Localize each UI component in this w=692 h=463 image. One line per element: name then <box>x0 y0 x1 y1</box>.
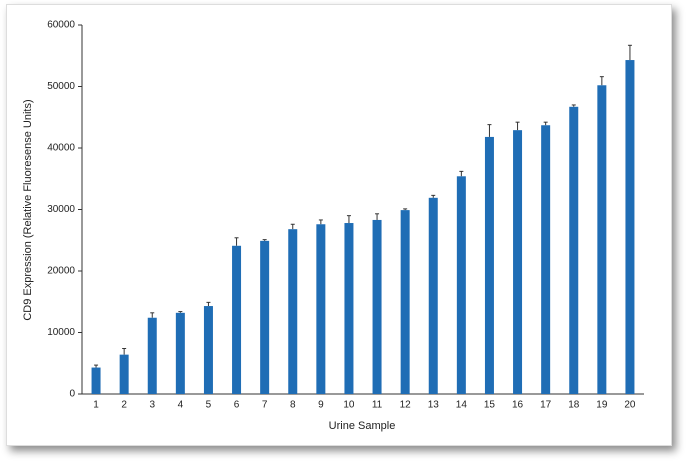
x-tick-label: 19 <box>596 400 608 411</box>
bar <box>119 354 129 394</box>
bar <box>513 130 523 395</box>
x-tick-label: 7 <box>262 400 268 411</box>
x-tick-label: 12 <box>400 400 412 411</box>
x-tick-label: 2 <box>121 400 127 411</box>
x-tick-label: 20 <box>624 400 636 411</box>
x-tick-label: 6 <box>234 400 240 411</box>
x-tick-label: 18 <box>568 400 580 411</box>
y-tick-label: 0 <box>69 389 75 400</box>
bar <box>484 136 494 394</box>
bar <box>625 60 635 395</box>
y-tick-label: 40000 <box>47 143 75 154</box>
bar <box>232 245 242 394</box>
x-tick-label: 15 <box>484 400 496 411</box>
x-tick-label: 13 <box>428 400 440 411</box>
x-tick-label: 3 <box>149 400 155 411</box>
bar <box>597 85 607 395</box>
x-tick-label: 9 <box>318 400 324 411</box>
x-tick-label: 17 <box>540 400 552 411</box>
x-tick-label: 5 <box>206 400 212 411</box>
y-tick-label: 60000 <box>47 20 75 31</box>
bar <box>260 240 270 394</box>
y-axis-label: CD9 Expression (Relative Fluoresense Uni… <box>22 99 34 320</box>
bar <box>428 197 438 394</box>
bar <box>288 229 298 394</box>
bar <box>175 312 185 394</box>
bar <box>316 224 326 394</box>
x-tick-label: 8 <box>290 400 296 411</box>
y-tick-label: 50000 <box>47 81 75 92</box>
bar <box>541 125 551 395</box>
y-tick-label: 20000 <box>47 266 75 277</box>
bar <box>372 219 382 394</box>
bar <box>344 223 354 394</box>
bar <box>569 106 579 395</box>
y-tick-label: 30000 <box>47 204 75 215</box>
bar <box>400 210 410 394</box>
bar <box>91 367 101 394</box>
x-tick-label: 1 <box>93 400 99 411</box>
x-tick-label: 11 <box>372 400 383 411</box>
y-tick-label: 10000 <box>47 327 75 338</box>
bar <box>147 317 157 394</box>
x-tick-label: 14 <box>456 400 468 411</box>
x-axis-label: Urine Sample <box>329 420 396 432</box>
x-tick-label: 10 <box>343 400 355 411</box>
x-tick-label: 4 <box>178 400 184 411</box>
x-tick-label: 16 <box>512 400 524 411</box>
bar <box>203 306 213 394</box>
card <box>6 4 672 446</box>
bar <box>456 176 466 394</box>
